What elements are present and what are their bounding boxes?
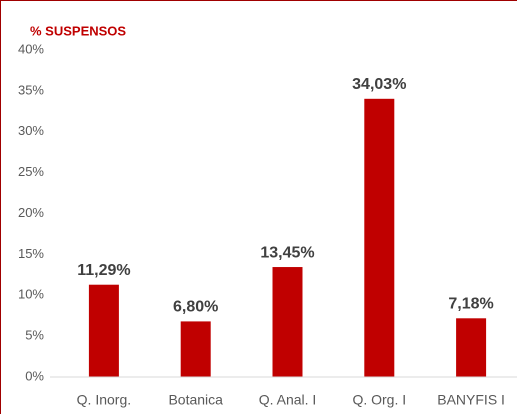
value-label: 6,80% (173, 299, 218, 316)
bar (272, 267, 303, 377)
chart-title: % SUSPENSOS (30, 23, 126, 38)
y-tick-label: 5% (25, 328, 44, 343)
bar (456, 318, 487, 377)
y-tick-label: 40% (18, 41, 44, 56)
value-label: 7,18% (448, 296, 493, 313)
value-label: 13,45% (260, 244, 314, 261)
y-tick-label: 30% (18, 123, 44, 138)
y-tick-label: 15% (18, 246, 44, 261)
bar (364, 98, 395, 377)
x-tick-label: Q. Inorg. (77, 392, 131, 408)
value-label: 34,03% (352, 76, 406, 93)
y-tick-label: 20% (18, 205, 44, 220)
x-tick-label: Botanica (168, 392, 223, 408)
x-tick-label: BANYFIS I (437, 392, 505, 408)
bar (88, 284, 119, 377)
y-tick-label: 0% (25, 368, 44, 383)
bar (180, 321, 211, 377)
x-tick-label: Q. Org. I (352, 392, 406, 408)
y-tick-label: 10% (18, 287, 44, 302)
x-tick-label: Q. Anal. I (259, 392, 317, 408)
y-tick-label: 25% (18, 164, 44, 179)
y-tick-label: 35% (18, 82, 44, 97)
value-label: 11,29% (77, 262, 130, 279)
